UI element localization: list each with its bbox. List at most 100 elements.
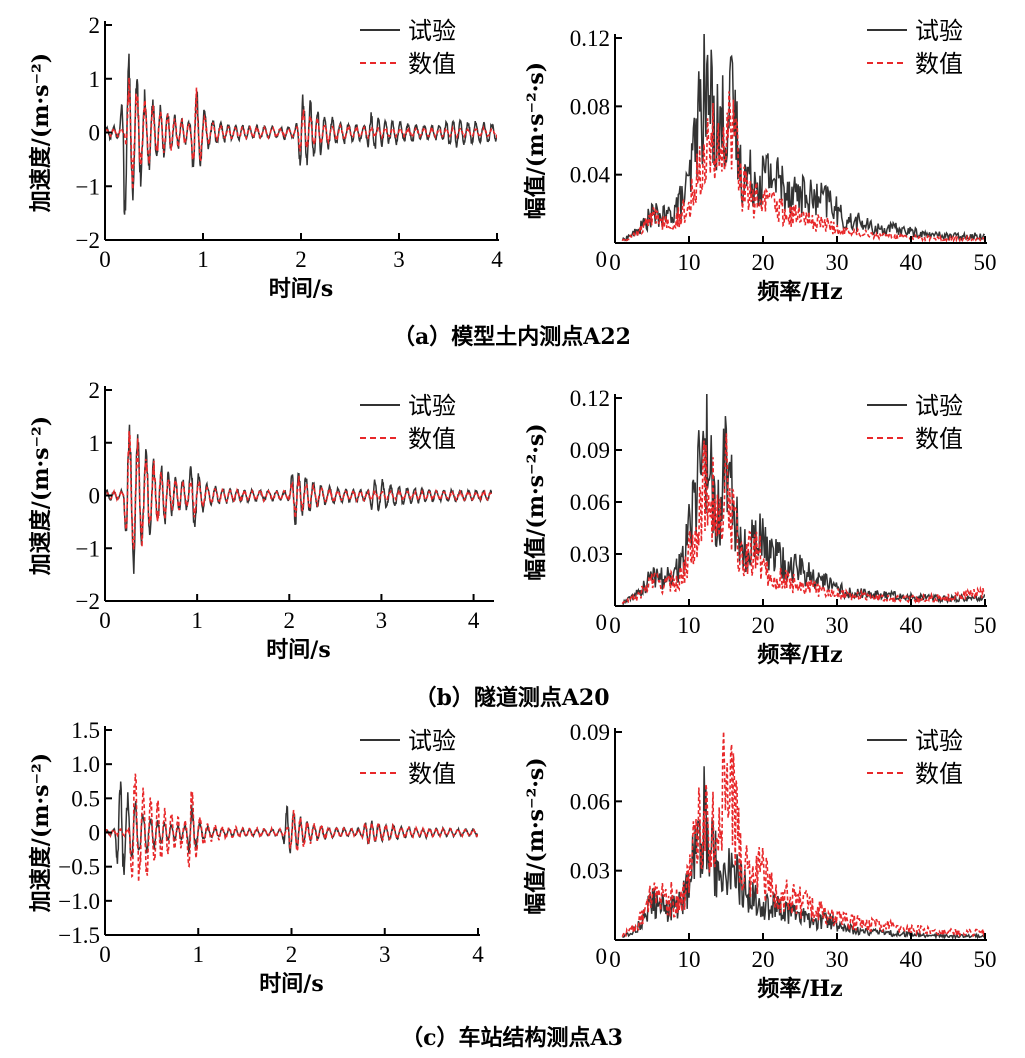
x-tick-label: 20 — [752, 947, 775, 972]
x-axis-label: 时间/s — [269, 276, 333, 302]
y-tick-label: 1 — [89, 67, 101, 92]
y-tick-label: 1 — [89, 431, 101, 456]
x-tick-label: 0 — [99, 942, 111, 967]
caption-c: （c）车站结构测点A3 — [401, 1025, 623, 1051]
x-tick-label: 40 — [900, 250, 923, 275]
x-axis-label: 频率/Hz — [757, 976, 842, 1002]
x-tick-label: 20 — [752, 613, 775, 638]
series-line-numerical — [621, 731, 985, 938]
y-tick-label: 0 — [89, 484, 101, 509]
series-line-test — [621, 34, 985, 242]
legend-label-numerical: 数值 — [408, 760, 456, 788]
x-tick-label: 0 — [99, 247, 111, 272]
y-tick-label: 0.03 — [570, 542, 610, 567]
x-tick-label: 20 — [752, 250, 775, 275]
x-tick-label: 1 — [193, 942, 205, 967]
x-axis-label: 时间/s — [259, 971, 323, 997]
x-tick-label: 3 — [376, 608, 388, 633]
series-line-numerical — [105, 77, 497, 190]
y-origin-label: 0 — [596, 610, 608, 635]
y-origin-label: 0 — [596, 944, 608, 969]
x-axis-label: 频率/Hz — [757, 279, 842, 305]
y-tick-label: 0.08 — [570, 94, 610, 119]
x-tick-label: 4 — [491, 247, 503, 272]
x-tick-label: 1 — [197, 247, 209, 272]
legend-label-numerical: 数值 — [915, 425, 963, 453]
plot-b-frequency-spectrum: 0 10 20 30 40 50 0.12 0.09 0.06 0.03 0 频率/Hz 幅值/(m·s… — [523, 386, 997, 668]
x-tick-label: 10 — [678, 613, 701, 638]
y-tick-label: 0.04 — [570, 163, 611, 188]
x-tick-label: 3 — [379, 942, 391, 967]
y-tick-label: −2 — [76, 589, 100, 614]
y-tick-label: 0.12 — [570, 26, 610, 51]
x-tick-label: 30 — [826, 250, 849, 275]
caption-b: （b）隧道测点A20 — [414, 685, 609, 711]
y-tick-label: 0.09 — [570, 438, 610, 463]
plot-c-time-history: 0 1 2 3 4 1.5 1.0 0.5 0 −0.5 −1.0 −1.5 时间/s 加速度/(m·s⁻… — [28, 718, 484, 997]
y-tick-label: 0.12 — [570, 386, 610, 411]
y-axis-label: 幅值/(m·s⁻²·s) — [523, 423, 549, 580]
y-tick-label: 0.06 — [570, 490, 610, 515]
plot-c-frequency-spectrum: 0 10 20 30 40 50 0.09 0.06 0.03 0 频率/Hz 幅值/(m·s⁻²·s… — [523, 720, 997, 1002]
series-line-numerical — [621, 91, 985, 243]
series-line-numerical — [105, 430, 492, 550]
x-tick-label: 50 — [974, 947, 997, 972]
x-tick-label: 30 — [826, 613, 849, 638]
y-tick-label: 0 — [89, 821, 101, 846]
series-line-test — [622, 394, 985, 605]
caption-a: （a）模型土内测点A22 — [393, 324, 631, 350]
legend-label-test: 试验 — [408, 727, 456, 755]
y-tick-label: 1.5 — [71, 718, 100, 743]
x-tick-label: 3 — [393, 247, 405, 272]
x-tick-label: 2 — [295, 247, 307, 272]
x-axis-label: 时间/s — [266, 637, 330, 663]
legend-label-numerical: 数值 — [408, 425, 456, 453]
series-line-numerical — [621, 433, 985, 605]
x-axis-label: 频率/Hz — [757, 642, 842, 668]
series-line-numerical — [105, 773, 478, 882]
legend-label-numerical: 数值 — [408, 50, 456, 78]
y-origin-label: 0 — [596, 247, 608, 272]
y-tick-label: 2 — [89, 378, 101, 403]
y-axis-label: 加速度/(m·s⁻²) — [28, 416, 54, 576]
x-tick-label: 0 — [99, 608, 111, 633]
x-tick-label: 30 — [826, 947, 849, 972]
y-tick-label: 0 — [89, 121, 101, 146]
y-tick-label: −1 — [76, 536, 100, 561]
series-line-test — [622, 766, 985, 940]
y-tick-label: 0.03 — [570, 859, 610, 884]
legend-label-test: 试验 — [915, 17, 963, 45]
x-tick-label: 0 — [609, 613, 621, 638]
y-tick-label: −0.5 — [58, 855, 100, 880]
legend-label-test: 试验 — [408, 392, 456, 420]
series-line-test — [105, 781, 478, 875]
x-tick-label: 10 — [678, 947, 701, 972]
x-tick-label: 0 — [609, 250, 621, 275]
x-tick-label: 50 — [974, 613, 997, 638]
y-tick-label: 0.5 — [71, 786, 100, 811]
x-tick-label: 4 — [472, 942, 484, 967]
x-tick-label: 1 — [191, 608, 203, 633]
x-tick-label: 50 — [974, 250, 997, 275]
y-tick-label: −2 — [76, 228, 100, 253]
y-tick-label: −1 — [76, 174, 100, 199]
legend-label-numerical: 数值 — [915, 760, 963, 788]
y-tick-label: 2 — [89, 13, 101, 38]
y-tick-label: 0.09 — [570, 720, 610, 745]
y-tick-label: 1.0 — [71, 752, 100, 777]
legend-label-test: 试验 — [915, 727, 963, 755]
legend-label-numerical: 数值 — [915, 50, 963, 78]
x-tick-label: 10 — [678, 250, 701, 275]
legend-label-test: 试验 — [915, 392, 963, 420]
x-tick-label: 2 — [286, 942, 298, 967]
y-axis-label: 幅值/(m·s⁻²·s) — [523, 62, 549, 219]
x-tick-label: 40 — [900, 613, 923, 638]
y-axis-label: 加速度/(m·s⁻²) — [28, 53, 54, 213]
x-tick-label: 4 — [468, 608, 480, 633]
legend-label-test: 试验 — [408, 17, 456, 45]
y-tick-label: −1.5 — [58, 923, 100, 948]
y-axis-label: 幅值/(m·s⁻²·s) — [523, 757, 549, 914]
